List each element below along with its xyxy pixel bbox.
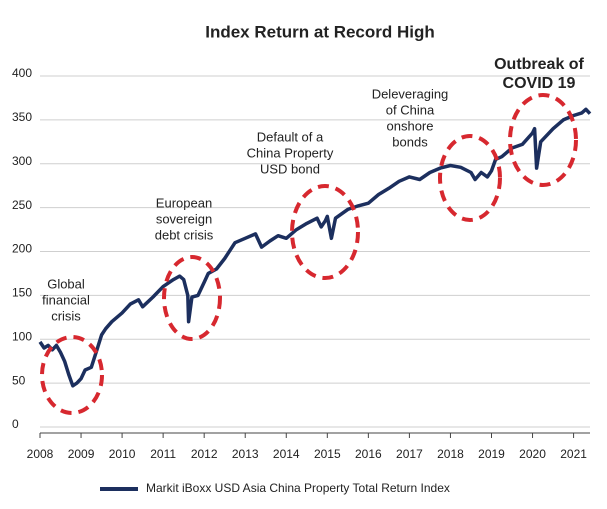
y-tick-label: 100 xyxy=(12,329,32,343)
y-tick-label: 200 xyxy=(12,242,32,256)
x-tick-label: 2021 xyxy=(560,447,587,461)
x-tick-label: 2015 xyxy=(314,447,341,461)
annotation: Outbreak of xyxy=(494,56,584,73)
y-tick-label: 250 xyxy=(12,198,32,212)
annotation: Global xyxy=(47,276,85,291)
x-tick-label: 2014 xyxy=(273,447,300,461)
annotation: of China xyxy=(386,102,435,117)
annotation: USD bond xyxy=(260,161,320,176)
x-tick-label: 2020 xyxy=(519,447,546,461)
x-tick-label: 2018 xyxy=(437,447,464,461)
x-tick-label: 2012 xyxy=(191,447,218,461)
annotation: European xyxy=(156,195,212,210)
data-line xyxy=(38,107,592,388)
annotation: onshore xyxy=(387,118,434,133)
annotation: China Property xyxy=(247,145,334,160)
chart-title: Index Return at Record High xyxy=(205,22,435,41)
y-tick-label: 400 xyxy=(12,66,32,80)
x-tick-label: 2009 xyxy=(68,447,95,461)
y-tick-label: 50 xyxy=(12,373,26,387)
annotation: sovereign xyxy=(156,211,212,226)
x-tick-label: 2019 xyxy=(478,447,505,461)
highlight-ellipse xyxy=(162,255,222,341)
annotation: financial xyxy=(42,292,90,307)
annotation: Default of a xyxy=(257,129,324,144)
annotation: COVID 19 xyxy=(503,75,576,92)
x-tick-label: 2011 xyxy=(150,447,176,461)
highlight-ellipse xyxy=(290,184,360,280)
x-tick-label: 2008 xyxy=(27,447,54,461)
y-tick-label: 300 xyxy=(12,154,32,168)
y-tick-label: 150 xyxy=(12,286,32,300)
highlight-ellipse xyxy=(40,335,104,415)
x-tick-label: 2010 xyxy=(109,447,136,461)
highlight-ellipse xyxy=(508,93,578,187)
highlight-ellipse xyxy=(438,134,502,222)
x-tick-label: 2016 xyxy=(355,447,382,461)
x-tick-label: 2013 xyxy=(232,447,259,461)
annotation: crisis xyxy=(51,308,81,323)
annotation: bonds xyxy=(392,134,428,149)
y-tick-label: 350 xyxy=(12,110,32,124)
y-tick-label: 0 xyxy=(12,417,19,431)
legend-label: Markit iBoxx USD Asia China Property Tot… xyxy=(146,481,450,495)
x-tick-label: 2017 xyxy=(396,447,423,461)
annotation: debt crisis xyxy=(155,227,214,242)
annotation: Deleveraging xyxy=(372,86,449,101)
